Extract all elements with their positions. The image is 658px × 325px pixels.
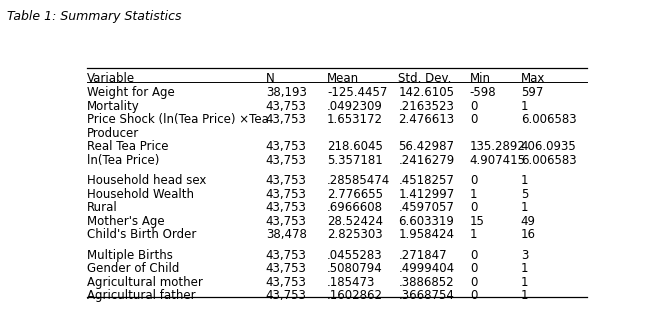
Text: Table 1: Summary Statistics: Table 1: Summary Statistics bbox=[7, 10, 181, 23]
Text: 1: 1 bbox=[521, 201, 528, 214]
Text: Producer: Producer bbox=[88, 127, 139, 140]
Text: 6.603319: 6.603319 bbox=[399, 215, 454, 228]
Text: Agricultural mother: Agricultural mother bbox=[88, 276, 203, 289]
Text: 142.6105: 142.6105 bbox=[399, 86, 455, 99]
Text: 16: 16 bbox=[521, 228, 536, 241]
Text: 1.958424: 1.958424 bbox=[399, 228, 455, 241]
Text: 3: 3 bbox=[521, 249, 528, 262]
Text: 1: 1 bbox=[470, 228, 477, 241]
Text: 0: 0 bbox=[470, 113, 477, 126]
Text: .28585474: .28585474 bbox=[327, 174, 390, 187]
Text: 0: 0 bbox=[470, 100, 477, 113]
Text: Child's Birth Order: Child's Birth Order bbox=[88, 228, 197, 241]
Text: 1: 1 bbox=[521, 276, 528, 289]
Text: Rural: Rural bbox=[88, 201, 118, 214]
Text: 1: 1 bbox=[521, 100, 528, 113]
Text: Real Tea Price: Real Tea Price bbox=[88, 140, 169, 153]
Text: 6.006583: 6.006583 bbox=[521, 113, 576, 126]
Text: .4518257: .4518257 bbox=[399, 174, 454, 187]
Text: Mother's Age: Mother's Age bbox=[88, 215, 165, 228]
Text: 43,753: 43,753 bbox=[266, 289, 307, 302]
Text: 218.6045: 218.6045 bbox=[327, 140, 383, 153]
Text: .5080794: .5080794 bbox=[327, 262, 383, 275]
Text: 43,753: 43,753 bbox=[266, 215, 307, 228]
Text: 43,753: 43,753 bbox=[266, 188, 307, 201]
Text: .4999404: .4999404 bbox=[399, 262, 455, 275]
Text: 1: 1 bbox=[521, 289, 528, 302]
Text: 1: 1 bbox=[470, 188, 477, 201]
Text: 1: 1 bbox=[521, 262, 528, 275]
Text: Mortality: Mortality bbox=[88, 100, 140, 113]
Text: 0: 0 bbox=[470, 276, 477, 289]
Text: 49: 49 bbox=[521, 215, 536, 228]
Text: 0: 0 bbox=[470, 201, 477, 214]
Text: Min: Min bbox=[470, 72, 491, 84]
Text: .2416279: .2416279 bbox=[399, 154, 455, 167]
Text: 43,753: 43,753 bbox=[266, 113, 307, 126]
Text: 1.653172: 1.653172 bbox=[327, 113, 383, 126]
Text: .3886852: .3886852 bbox=[399, 276, 454, 289]
Text: 6.006583: 6.006583 bbox=[521, 154, 576, 167]
Text: .4597057: .4597057 bbox=[399, 201, 454, 214]
Text: -598: -598 bbox=[470, 86, 496, 99]
Text: 43,753: 43,753 bbox=[266, 140, 307, 153]
Text: Household Wealth: Household Wealth bbox=[88, 188, 194, 201]
Text: Price Shock (ln(Tea Price) ×Tea: Price Shock (ln(Tea Price) ×Tea bbox=[88, 113, 269, 126]
Text: 2.825303: 2.825303 bbox=[327, 228, 383, 241]
Text: Household head sex: Household head sex bbox=[88, 174, 207, 187]
Text: 38,478: 38,478 bbox=[266, 228, 307, 241]
Text: Mean: Mean bbox=[327, 72, 359, 84]
Text: .2163523: .2163523 bbox=[399, 100, 454, 113]
Text: 38,193: 38,193 bbox=[266, 86, 307, 99]
Text: 0: 0 bbox=[470, 262, 477, 275]
Text: Agricultural father: Agricultural father bbox=[88, 289, 196, 302]
Text: 43,753: 43,753 bbox=[266, 249, 307, 262]
Text: 5.357181: 5.357181 bbox=[327, 154, 383, 167]
Text: 0: 0 bbox=[470, 174, 477, 187]
Text: 406.0935: 406.0935 bbox=[521, 140, 576, 153]
Text: 5: 5 bbox=[521, 188, 528, 201]
Text: 28.52424: 28.52424 bbox=[327, 215, 383, 228]
Text: Variable: Variable bbox=[88, 72, 136, 84]
Text: 597: 597 bbox=[521, 86, 544, 99]
Text: 2.776655: 2.776655 bbox=[327, 188, 383, 201]
Text: .0492309: .0492309 bbox=[327, 100, 383, 113]
Text: 43,753: 43,753 bbox=[266, 174, 307, 187]
Text: Max: Max bbox=[521, 72, 545, 84]
Text: 15: 15 bbox=[470, 215, 485, 228]
Text: Weight for Age: Weight for Age bbox=[88, 86, 175, 99]
Text: .3668754: .3668754 bbox=[399, 289, 454, 302]
Text: .0455283: .0455283 bbox=[327, 249, 383, 262]
Text: -125.4457: -125.4457 bbox=[327, 86, 388, 99]
Text: 1.412997: 1.412997 bbox=[399, 188, 455, 201]
Text: Multiple Births: Multiple Births bbox=[88, 249, 173, 262]
Text: 43,753: 43,753 bbox=[266, 201, 307, 214]
Text: 0: 0 bbox=[470, 249, 477, 262]
Text: N: N bbox=[266, 72, 274, 84]
Text: 43,753: 43,753 bbox=[266, 276, 307, 289]
Text: .185473: .185473 bbox=[327, 276, 376, 289]
Text: .271847: .271847 bbox=[399, 249, 447, 262]
Text: 2.476613: 2.476613 bbox=[399, 113, 455, 126]
Text: 4.907415: 4.907415 bbox=[470, 154, 526, 167]
Text: Gender of Child: Gender of Child bbox=[88, 262, 180, 275]
Text: 43,753: 43,753 bbox=[266, 262, 307, 275]
Text: Std. Dev.: Std. Dev. bbox=[399, 72, 452, 84]
Text: 43,753: 43,753 bbox=[266, 154, 307, 167]
Text: 0: 0 bbox=[470, 289, 477, 302]
Text: .6966608: .6966608 bbox=[327, 201, 383, 214]
Text: 56.42987: 56.42987 bbox=[399, 140, 455, 153]
Text: .1602862: .1602862 bbox=[327, 289, 383, 302]
Text: 135.2892: 135.2892 bbox=[470, 140, 526, 153]
Text: 1: 1 bbox=[521, 174, 528, 187]
Text: 43,753: 43,753 bbox=[266, 100, 307, 113]
Text: ln(Tea Price): ln(Tea Price) bbox=[88, 154, 160, 167]
